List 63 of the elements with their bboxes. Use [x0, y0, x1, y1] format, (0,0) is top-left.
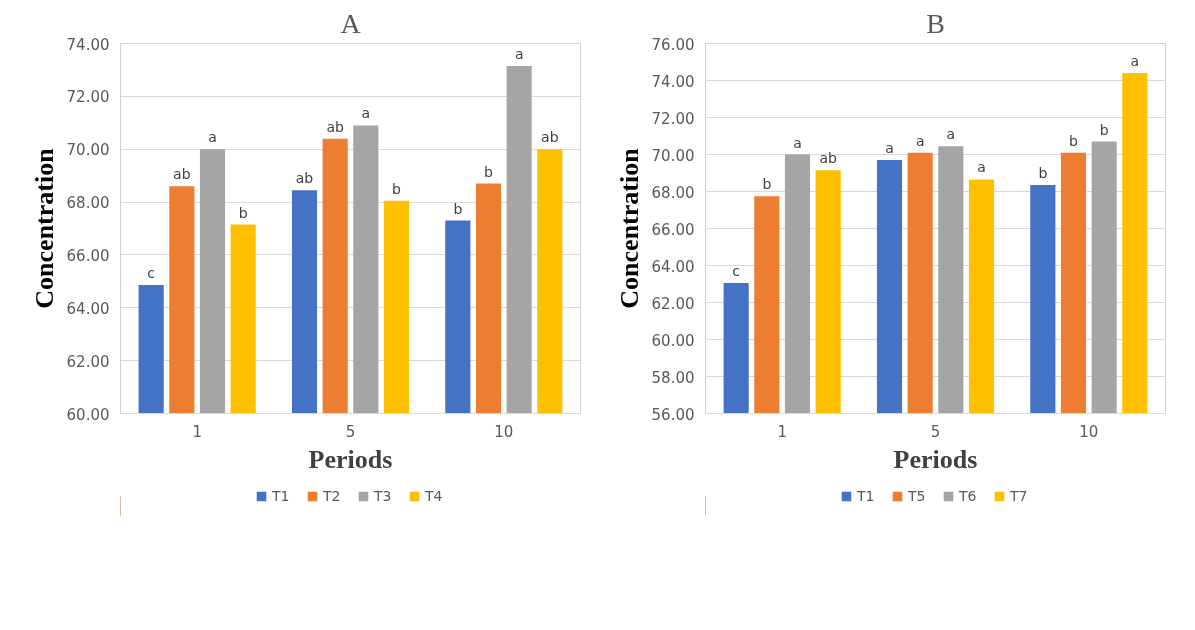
- y-tick-label: 70.00: [651, 146, 695, 165]
- data-label: a: [361, 105, 371, 122]
- data-label: ab: [326, 118, 345, 135]
- legend-label: T5: [908, 488, 927, 504]
- data-label: b: [1099, 121, 1109, 138]
- data-label: ab: [173, 166, 191, 183]
- y-tick-label: 62.00: [651, 294, 695, 313]
- y-tick-label: 74.00: [66, 35, 110, 54]
- data-label: b: [1069, 132, 1079, 149]
- y-tick-label: 60.00: [651, 331, 695, 350]
- y-tick-label: 72.00: [651, 109, 695, 128]
- y-tick-label: 68.00: [66, 194, 110, 213]
- x-tick-label: 10: [1079, 422, 1099, 441]
- data-label: ab: [541, 129, 559, 146]
- data-label: a: [915, 132, 925, 149]
- x-tick-label: 5: [345, 422, 356, 441]
- data-label: b: [1038, 165, 1048, 182]
- data-label: ab: [295, 170, 314, 187]
- y-tick-label: 60.00: [66, 405, 110, 424]
- data-label: a: [208, 129, 217, 146]
- data-label: a: [977, 159, 986, 176]
- y-tick-label: 56.00: [651, 405, 695, 424]
- data-label: a: [514, 45, 524, 62]
- legend-label: T7: [1010, 488, 1029, 504]
- x-axis-title: Periods: [308, 444, 393, 474]
- x-tick-label: 1: [192, 422, 202, 441]
- x-axis-title: Periods: [893, 444, 978, 474]
- chart-title: B: [926, 7, 945, 39]
- data-label: b: [484, 163, 494, 180]
- y-tick-label: 66.00: [66, 246, 110, 265]
- y-tick-label: 58.00: [651, 368, 695, 387]
- legend-label: T1: [857, 488, 876, 504]
- data-label: c: [732, 263, 741, 280]
- y-tick-label: 62.00: [66, 352, 110, 371]
- legend-label: T1: [272, 488, 291, 504]
- x-tick-label: 10: [494, 422, 514, 441]
- data-label: b: [453, 200, 463, 217]
- y-tick-label: 68.00: [651, 183, 695, 202]
- x-tick-label: 5: [930, 422, 941, 441]
- data-label: b: [762, 176, 772, 193]
- y-tick-label: 64.00: [651, 257, 695, 276]
- y-tick-label: 66.00: [651, 220, 695, 239]
- data-label: a: [885, 140, 894, 157]
- data-label: c: [147, 265, 156, 282]
- data-label: ab: [819, 150, 838, 167]
- chart-title: A: [340, 7, 362, 39]
- data-label: b: [238, 204, 248, 221]
- data-label: b: [392, 180, 402, 197]
- legend-label: T4: [425, 488, 444, 504]
- y-tick-label: 76.00: [651, 35, 695, 54]
- y-tick-label: 64.00: [66, 299, 110, 318]
- x-tick-label: 1: [777, 422, 787, 441]
- data-label: a: [793, 134, 802, 151]
- y-tick-label: 72.00: [66, 88, 110, 107]
- legend-label: T2: [323, 488, 342, 504]
- y-axis-title: Concentration: [614, 147, 644, 309]
- data-label: a: [946, 126, 956, 143]
- legend-label: T6: [959, 488, 978, 504]
- y-tick-label: 74.00: [651, 72, 695, 91]
- y-tick-label: 70.00: [66, 141, 110, 160]
- legend-label: T3: [374, 488, 393, 504]
- y-axis-title: Concentration: [29, 147, 59, 309]
- data-label: a: [1130, 53, 1140, 70]
